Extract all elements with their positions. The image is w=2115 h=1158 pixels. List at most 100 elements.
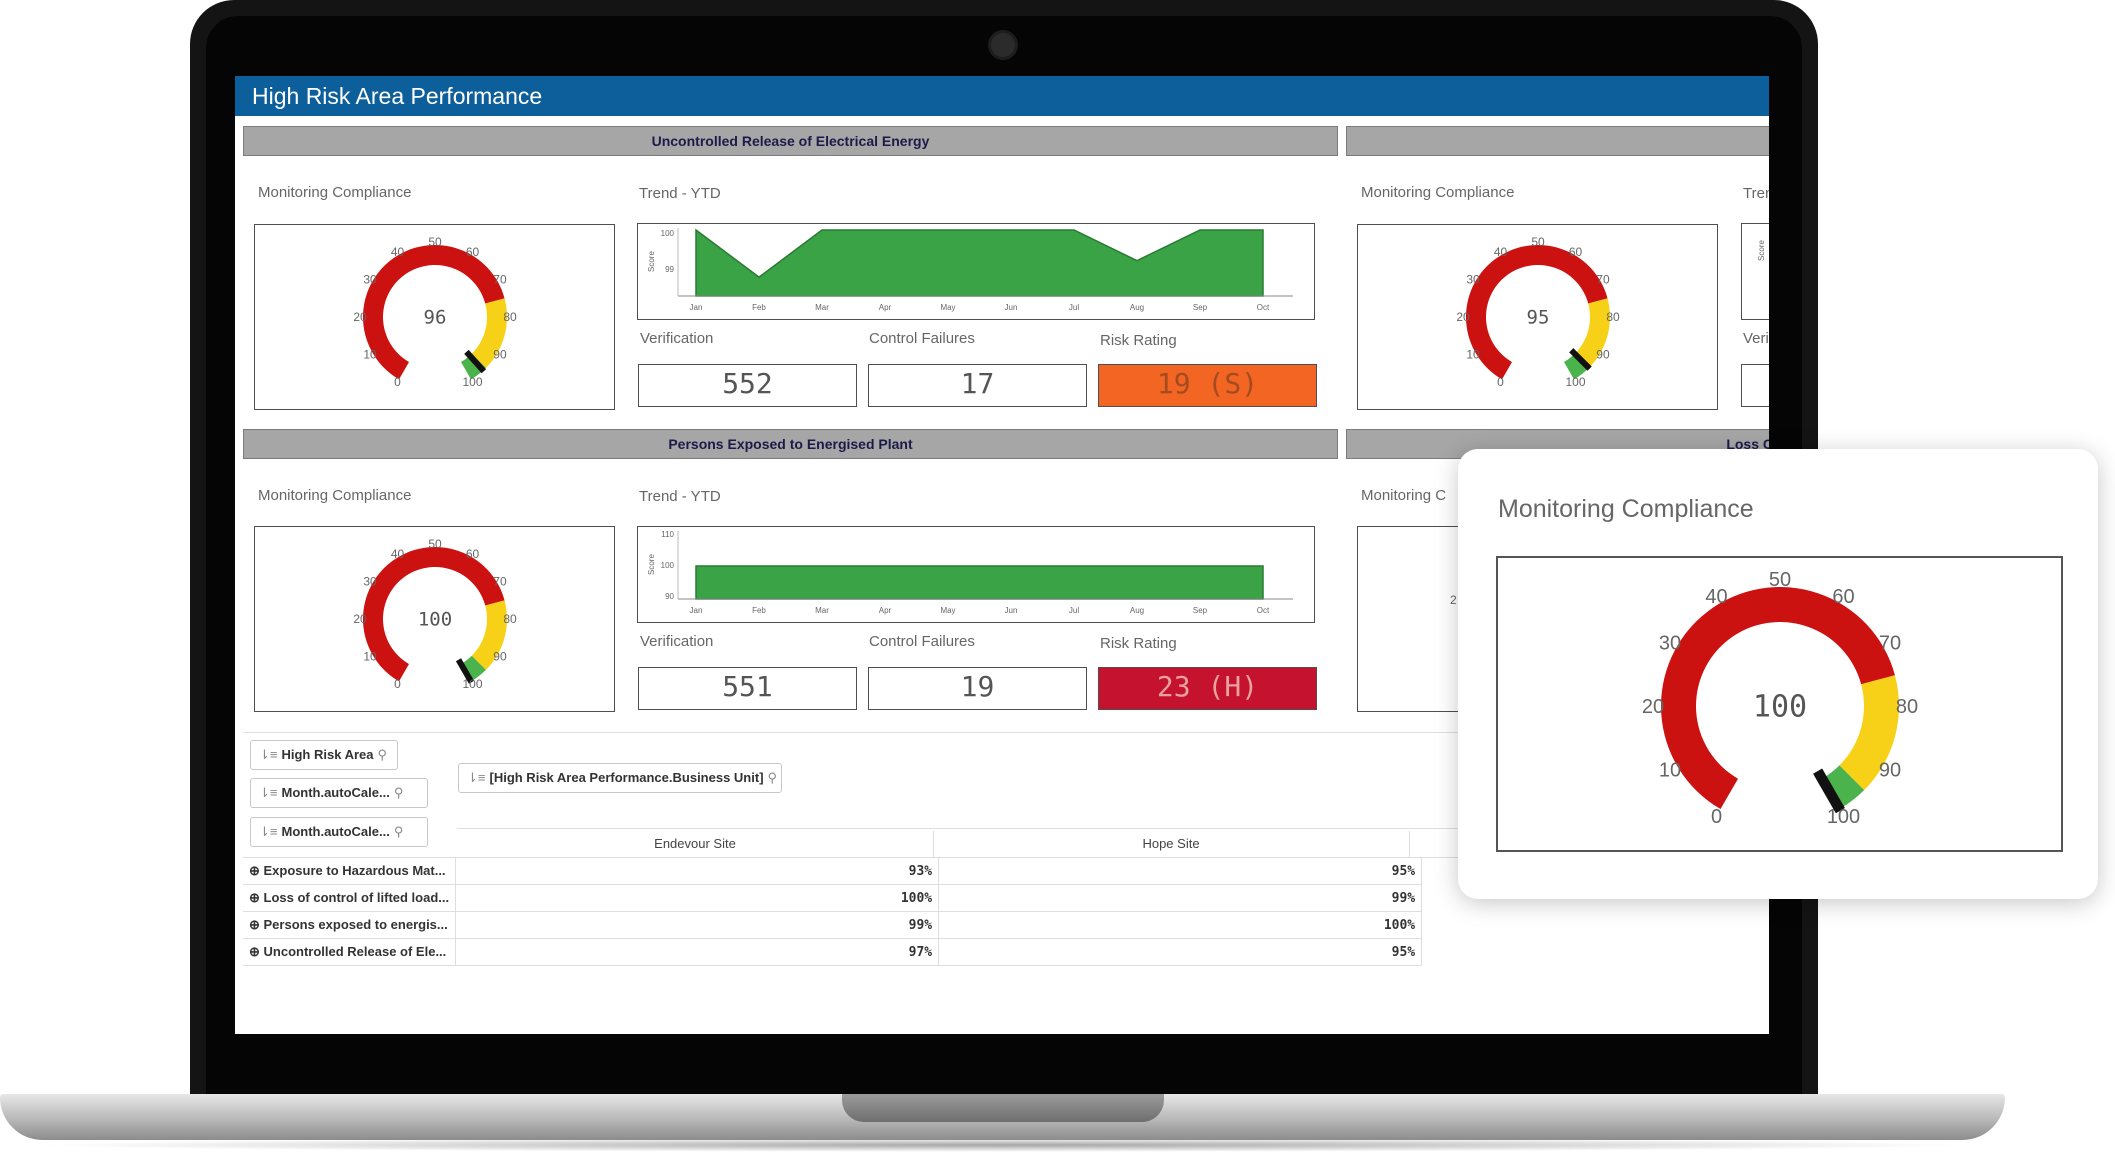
pivot-cell: 97% [455,938,940,966]
gauge-title-partial: Monitoring C [1361,487,1447,504]
expand-icon[interactable]: ⊕ [249,944,264,959]
filter-month-2[interactable]: ⇂≡ Month.autoCale... ⚲ [250,817,428,847]
expand-icon[interactable]: ⊕ [249,917,264,932]
trend-month-label: Mar [815,606,829,615]
gauge-tick-label: 100 [462,677,482,691]
pivot-cell: 100% [455,884,940,912]
search-icon[interactable]: ⚲ [393,785,404,800]
compliance-gauge-zoomed: 0 10 20 30 40 50 60 70 80 90 100 100 [1642,569,1918,828]
pivot-header-line [457,828,1769,829]
verification-value[interactable]: 551 [638,667,857,710]
hierarchy-icon: ⇂≡ [259,747,278,762]
gauge-panel[interactable]: 0 10 20 30 40 50 60 70 80 90 100 95 [1357,224,1718,410]
filter-high-risk-area[interactable]: ⇂≡ High Risk Area ⚲ [250,740,398,770]
gauge-tick-label: 0 [1497,375,1504,389]
gauge-tick-partial: 2 [1450,593,1457,607]
gauge-tick-label: 90 [1596,348,1610,362]
search-icon[interactable]: ⚲ [393,824,404,839]
gauge-tick-label: 80 [503,310,517,324]
risk-rating-value[interactable]: 19 (S) [1098,364,1317,407]
pivot-cell: 99% [938,884,1423,912]
laptop-shadow [30,1138,1975,1152]
filter-label: Month.autoCale... [281,785,390,800]
camera-icon [988,30,1018,60]
trend-ylabel: Score [647,251,656,272]
expand-icon[interactable]: ⊕ [249,890,264,905]
gauge-tick-label: 100 [1565,375,1585,389]
gauge-title: Monitoring Compliance [258,487,412,504]
gauge-band-red [363,547,505,682]
gauge-tick-label: 20 [1456,310,1470,324]
dimension-business-unit[interactable]: ⇂≡ [High Risk Area Performance.Business U… [458,763,782,793]
gauge-tick-label: 10 [363,650,377,664]
table-row[interactable]: ⊕ Exposure to Hazardous Mat... 93% 95% [243,858,1423,885]
gauge-needle [455,658,475,684]
control-failures-value[interactable]: 19 [868,667,1087,710]
pivot-row-label[interactable]: ⊕ Persons exposed to energis... [243,911,457,939]
section-heading: Uncontrolled Release of Electrical Energ… [243,126,1338,156]
gauge-band-green [461,353,486,380]
gauge-value: 96 [424,307,447,329]
table-row[interactable]: ⊕ Persons exposed to energis... 99% 100% [243,911,1423,939]
table-row[interactable]: ⊕ Loss of control of lifted load... 100%… [243,884,1423,912]
page-title: High Risk Area Performance [235,76,1769,116]
gauge-tick-label: 20 [353,612,367,626]
gauge-tick-label: 10 [1466,348,1480,362]
trend-month-label: Sep [1193,606,1208,615]
gauge-tick-label: 50 [428,537,442,551]
table-row[interactable]: ⊕ Uncontrolled Release of Ele... 97% 95% [243,938,1423,966]
gauge-band-yellow [471,600,507,670]
gauge-tick-label: 0 [394,677,401,691]
gauge-tick-label: 50 [1769,569,1791,591]
dimension-label: [High Risk Area Performance.Business Uni… [489,770,764,785]
gauge-tick-label: 0 [1711,806,1722,828]
gauge-tick-label: 20 [353,310,367,324]
gauge-tick-label: 60 [1569,245,1583,259]
control-failures-label: Control Failures [869,330,975,347]
pivot-row-label[interactable]: ⊕ Exposure to Hazardous Mat... [243,858,457,885]
trend-tick-label: 99 [665,265,674,274]
pivot-column-header[interactable]: Endevour Site [457,831,934,857]
search-icon[interactable]: ⚲ [377,747,388,762]
risk-rating-label: Risk Rating [1100,332,1177,349]
risk-rating-label: Risk Rating [1100,635,1177,652]
gauge-tick-label: 70 [1596,273,1610,287]
trend-month-label: Jan [690,303,703,312]
gauge-tick-label: 30 [1659,633,1681,655]
pivot-column-header[interactable]: Hope Site [933,831,1410,857]
gauge-band-yellow [471,298,507,368]
trend-panel-partial[interactable]: Score [1741,223,1769,320]
trend-panel[interactable]: Jan Feb Mar Apr May Jun Jul Aug Sep Oct 100 99 Score [637,223,1315,320]
gauge-tick-label: 70 [493,273,507,287]
search-icon[interactable]: ⚲ [767,770,778,785]
expand-icon[interactable]: ⊕ [249,863,264,878]
verification-value-partial[interactable] [1741,364,1769,407]
gauge-panel[interactable]: 0 10 20 30 40 50 60 70 80 90 100 100 [254,526,615,712]
gauge-panel-zoomed[interactable]: 0 10 20 30 40 50 60 70 80 90 100 100 [1496,556,2063,852]
trend-month-label: Apr [879,606,892,615]
trend-tick-label: 100 [661,561,675,570]
gauge-band-yellow [1574,298,1610,368]
gauge-tick-label: 90 [1879,760,1901,782]
gauge-tick-label: 10 [363,348,377,362]
gauge-tick-label: 80 [503,612,517,626]
compliance-gauge: 0 10 20 30 40 50 60 70 80 90 100 100 [353,537,517,691]
trend-area [695,565,1264,600]
filter-label: Month.autoCale... [281,824,390,839]
verification-label-partial: Veri [1743,330,1769,347]
gauge-panel[interactable]: 0 10 20 30 40 50 60 70 80 90 100 96 [254,224,615,410]
gauge-tick-label: 60 [466,245,480,259]
verification-value[interactable]: 552 [638,364,857,407]
trend-panel[interactable]: Jan Feb Mar Apr May Jun Jul Aug Sep Oct 110 100 90 Sc… [637,526,1315,623]
pivot-row-label[interactable]: ⊕ Uncontrolled Release of Ele... [243,938,457,966]
filter-month-1[interactable]: ⇂≡ Month.autoCale... ⚲ [250,778,428,808]
risk-rating-value[interactable]: 23 (H) [1098,667,1317,710]
control-failures-value[interactable]: 17 [868,364,1087,407]
zoom-card: Monitoring Compliance 0 10 20 30 40 50 60 70 80 9… [1458,449,2098,899]
trend-title-partial: Tren [1743,185,1769,202]
trend-month-label: Apr [879,303,892,312]
gauge-value: 100 [418,609,452,631]
gauge-needle [1813,768,1845,814]
pivot-row-label[interactable]: ⊕ Loss of control of lifted load... [243,884,457,912]
gauge-band-green [1822,765,1865,810]
